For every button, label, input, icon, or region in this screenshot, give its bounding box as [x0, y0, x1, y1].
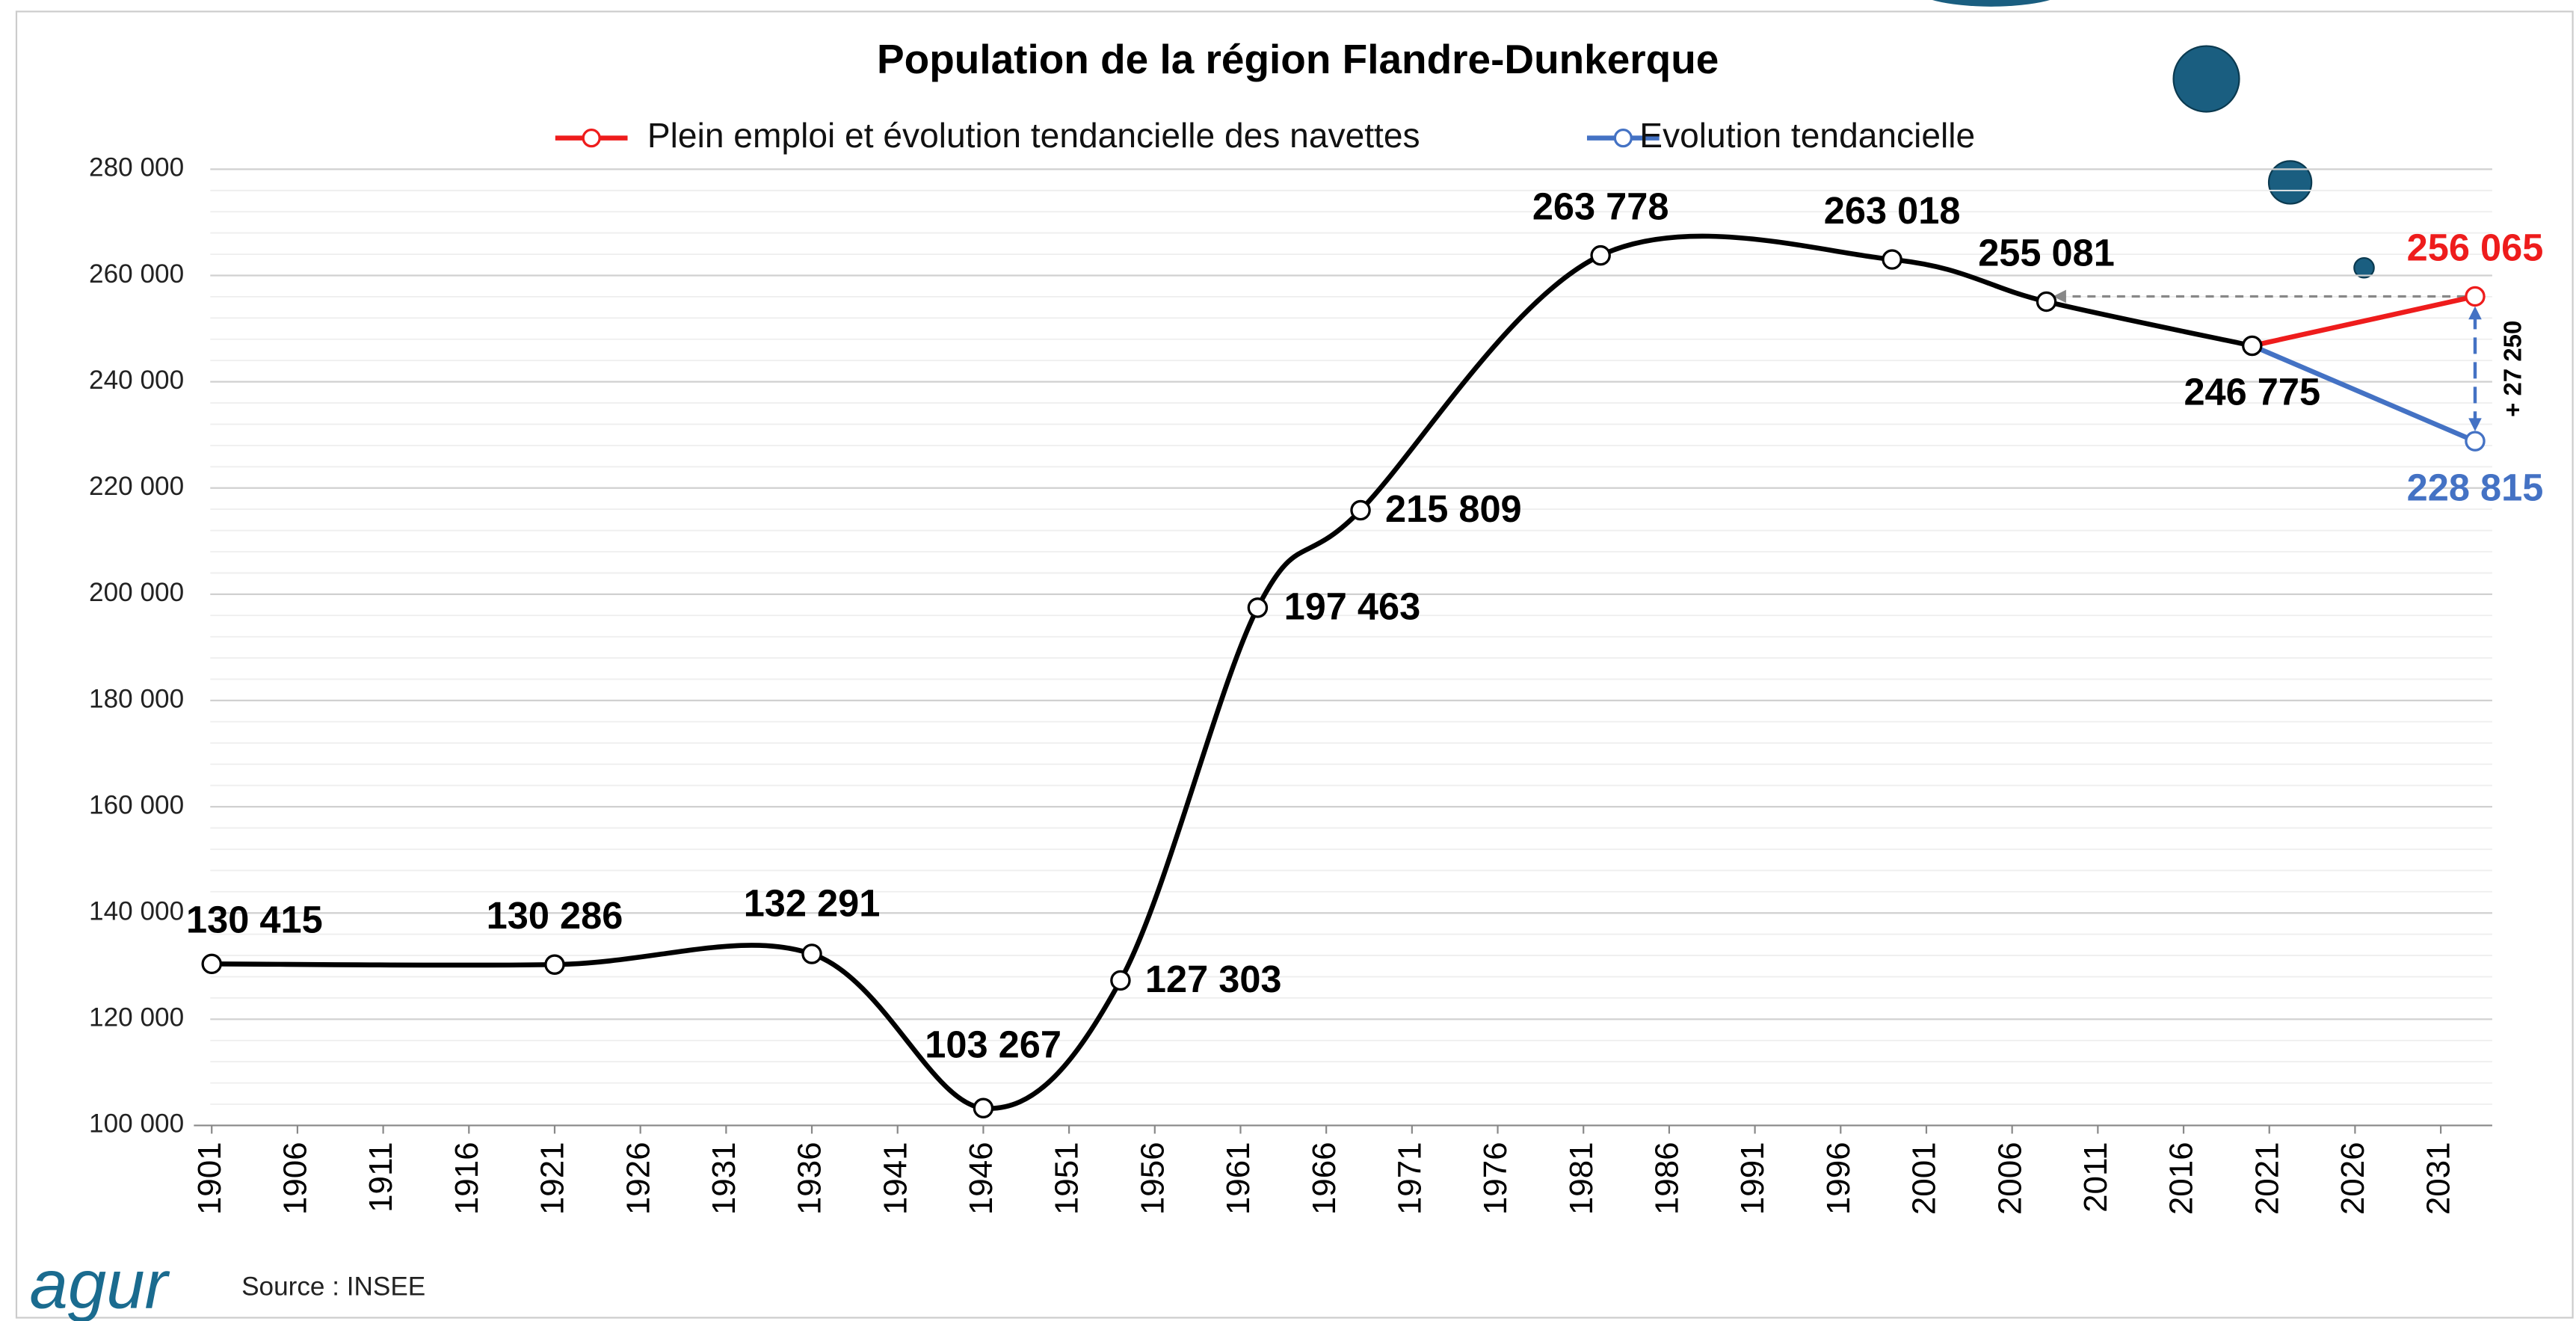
x-tick-label: 1911 [363, 1142, 399, 1212]
data-label: 130 415 [186, 899, 323, 941]
x-tick-label: 2016 [2163, 1142, 2200, 1215]
legend-label: Plein emploi et évolution tendancielle d… [647, 116, 1420, 155]
x-tick-label: 1971 [1391, 1142, 1428, 1215]
data-label: 127 303 [1145, 958, 1282, 1000]
x-tick-label: 1976 [1477, 1142, 1514, 1215]
line [2251, 343, 2477, 444]
point [544, 954, 565, 975]
data-label: 132 291 [744, 882, 881, 925]
x-tick-label: 1991 [1734, 1142, 1771, 1215]
data-label: 228 815 [2407, 466, 2544, 508]
frame [15, 10, 2574, 1319]
data-label: 263 018 [1824, 189, 1961, 232]
x-tick-label: 1921 [534, 1142, 571, 1215]
x-tick-label: 1996 [1820, 1142, 1857, 1215]
y-tick-label: 280 000 [89, 153, 184, 182]
x-tick-label: 1966 [1306, 1142, 1343, 1215]
x-tick-label: 1956 [1134, 1142, 1171, 1215]
data-label: 197 463 [1284, 585, 1421, 627]
x-tick-label: 1916 [449, 1142, 485, 1215]
data-label: 263 778 [1532, 185, 1669, 227]
x-tick-label: 2011 [2077, 1142, 2114, 1212]
y-tick-label: 120 000 [89, 1003, 184, 1032]
x-tick-label: 1961 [1220, 1142, 1257, 1215]
legend-marker [1613, 128, 1633, 148]
decor [1932, 0, 2050, 7]
point [1882, 249, 1902, 270]
point [2465, 286, 2486, 307]
x-tick-label: 1946 [963, 1142, 999, 1215]
x-tick-label: 1906 [277, 1142, 314, 1215]
point [1110, 970, 1131, 991]
y-tick-label: 160 000 [89, 790, 184, 819]
y-tick-label: 140 000 [89, 896, 184, 926]
x-tick-label: 2031 [2421, 1142, 2457, 1215]
x-tick-label: 2001 [1906, 1142, 1943, 1215]
source: Source : INSEE [241, 1272, 425, 1301]
arrow-head [2053, 289, 2066, 304]
point [2465, 431, 2486, 452]
decor [2353, 256, 2375, 279]
legend-marker [582, 128, 601, 148]
y-tick-label: 220 000 [89, 472, 184, 501]
chart-title: Population de la région Flandre-Dunkerqu… [877, 36, 1719, 82]
x-tick-label: 2026 [2335, 1142, 2371, 1215]
x-tick-label: 1981 [1563, 1142, 1600, 1215]
point [201, 953, 222, 975]
data-label: 215 809 [1385, 487, 1522, 530]
point [1247, 597, 1269, 618]
y-tick-label: 260 000 [89, 259, 184, 289]
y-tick-label: 180 000 [89, 684, 184, 713]
point [2036, 291, 2057, 312]
point [801, 943, 822, 964]
point [1350, 499, 1371, 521]
point [973, 1097, 994, 1118]
y-tick-label: 200 000 [89, 578, 184, 607]
data-label: 130 286 [487, 894, 623, 937]
point [1590, 244, 1611, 266]
logo: agur [30, 1245, 170, 1321]
x-tick-label: 2006 [1991, 1142, 2028, 1215]
data-label: 256 065 [2407, 226, 2544, 268]
x-tick-label: 2021 [2249, 1142, 2285, 1215]
data-label: 255 081 [1978, 231, 2115, 274]
arrow-head [2468, 306, 2482, 431]
decor [2267, 160, 2313, 205]
x-tick-label: 1951 [1049, 1142, 1085, 1215]
data-label: 103 267 [925, 1023, 1061, 1065]
decor [2172, 45, 2240, 113]
x-tick-label: 1926 [620, 1142, 656, 1215]
legend-label: Evolution tendancielle [1639, 116, 1975, 155]
x-tick-label: 1931 [706, 1142, 742, 1215]
x-tick-label: 1986 [1649, 1142, 1686, 1215]
x-tick-label: 1901 [191, 1142, 228, 1215]
y-tick-label: 100 000 [89, 1109, 184, 1139]
y-tick-label: 240 000 [89, 366, 184, 395]
line [2252, 294, 2476, 348]
data-label: 246 775 [2184, 371, 2320, 413]
point [2242, 335, 2263, 357]
annotation: + 27 250 [2498, 321, 2526, 417]
x-tick-label: 1936 [792, 1142, 828, 1215]
x-tick-label: 1941 [877, 1142, 913, 1215]
